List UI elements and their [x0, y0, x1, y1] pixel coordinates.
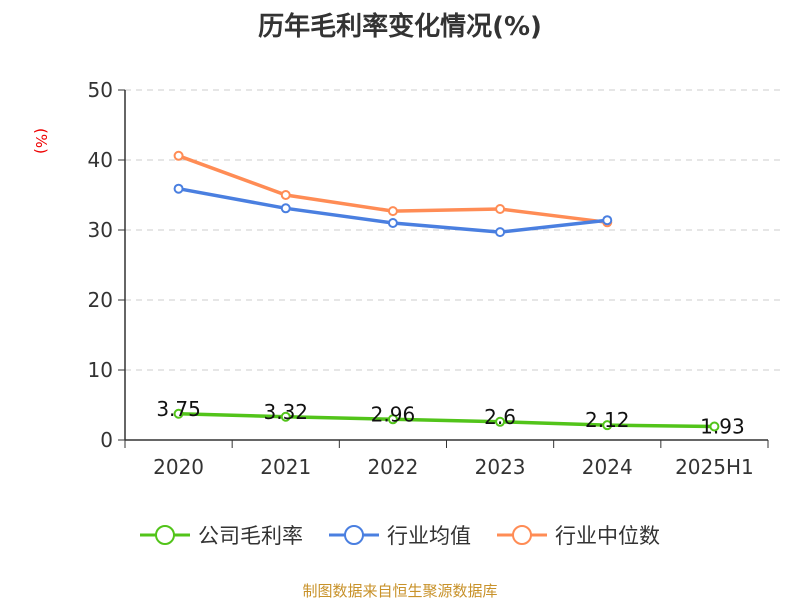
data-point[interactable] — [387, 414, 398, 425]
data-point[interactable] — [602, 420, 613, 431]
data-point[interactable] — [280, 203, 291, 214]
data-point[interactable] — [173, 183, 184, 194]
data-point[interactable] — [280, 411, 291, 422]
data-point[interactable] — [495, 416, 506, 427]
y-tick-label: 40 — [88, 148, 113, 172]
x-tick-label: 2025H1 — [675, 455, 754, 479]
data-point[interactable] — [709, 421, 720, 432]
data-point[interactable] — [602, 215, 613, 226]
chart-title: 历年毛利率变化情况(%) — [258, 12, 542, 42]
source-note: 制图数据来自恒生聚源数据库 — [302, 582, 498, 600]
x-tick-label: 2022 — [367, 455, 418, 479]
x-tick-label: 2024 — [582, 455, 633, 479]
data-label: 2.12 — [585, 408, 630, 432]
legend-label: 公司毛利率 — [198, 524, 303, 548]
data-label: 2.6 — [484, 405, 516, 429]
legend-marker-icon — [329, 525, 379, 545]
y-tick-label: 30 — [88, 218, 113, 242]
x-tick-label: 2020 — [153, 455, 204, 479]
legend-item[interactable]: 行业均值 — [329, 520, 471, 550]
data-point[interactable] — [173, 408, 184, 419]
legend: 公司毛利率 行业均值 行业中位数 — [0, 520, 800, 550]
legend-item[interactable]: 公司毛利率 — [140, 520, 303, 550]
y-tick-label: 50 — [88, 78, 113, 102]
data-label: 3.75 — [156, 397, 201, 421]
data-point[interactable] — [387, 218, 398, 228]
data-label: 2.96 — [371, 402, 416, 426]
legend-marker-icon — [140, 525, 190, 545]
y-tick-label: 10 — [88, 358, 113, 382]
legend-marker-icon — [497, 525, 547, 545]
x-tick-label: 2021 — [260, 455, 311, 479]
y-tick-label: 0 — [100, 428, 113, 452]
data-point[interactable] — [280, 190, 291, 200]
legend-label: 行业均值 — [387, 524, 471, 548]
y-tick-label: 20 — [88, 288, 113, 312]
data-point[interactable] — [387, 206, 398, 217]
data-point[interactable] — [495, 204, 506, 214]
data-point[interactable] — [173, 150, 184, 161]
series-line-0 — [178, 412, 715, 429]
data-point[interactable] — [495, 227, 506, 238]
x-tick-label: 2023 — [475, 455, 526, 479]
data-label: 1.93 — [700, 414, 745, 438]
legend-item[interactable]: 行业中位数 — [497, 520, 660, 550]
data-label: 3.32 — [263, 400, 308, 424]
legend-label: 行业中位数 — [555, 524, 660, 548]
